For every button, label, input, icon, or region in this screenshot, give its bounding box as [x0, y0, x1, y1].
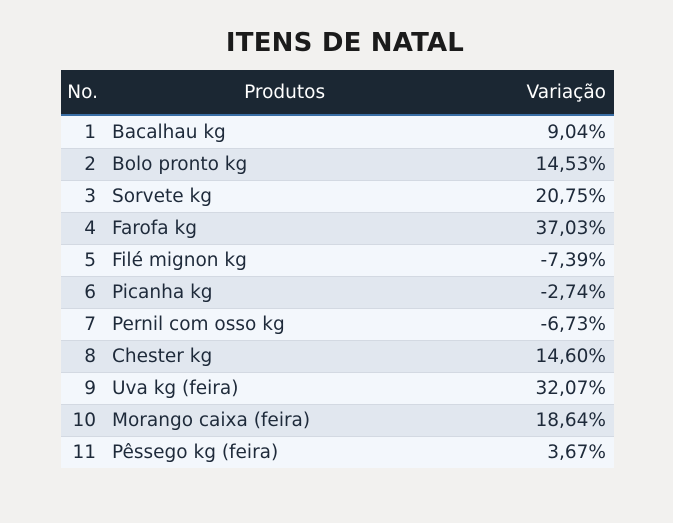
product-name-cell: Morango caixa (feira)	[108, 404, 462, 437]
column-header-variacao: Variação	[461, 70, 614, 116]
row-number-cell: 6	[61, 276, 108, 309]
product-name-cell: Bolo pronto kg	[108, 148, 462, 181]
column-header-produtos: Produtos	[108, 70, 462, 116]
variation-cell: -7,39%	[461, 244, 614, 277]
variation-cell: 20,75%	[461, 180, 614, 213]
column-header-no: No.	[61, 70, 108, 116]
table-row: 1 Bacalhau kg 9,04%	[61, 115, 614, 149]
product-name-cell: Filé mignon kg	[108, 244, 462, 277]
product-name-cell: Bacalhau kg	[108, 115, 462, 149]
product-name-cell: Sorvete kg	[108, 180, 462, 213]
row-number-cell: 9	[61, 372, 108, 405]
row-number-cell: 4	[61, 212, 108, 245]
variation-cell: 14,53%	[461, 148, 614, 181]
variation-cell: 3,67%	[461, 436, 614, 468]
header-row: No. Produtos Variação	[61, 70, 614, 116]
product-name-cell: Pêssego kg (feira)	[108, 436, 462, 468]
variation-cell: 32,07%	[461, 372, 614, 405]
product-name-cell: Uva kg (feira)	[108, 372, 462, 405]
table-row: 8 Chester kg 14,60%	[61, 340, 614, 373]
row-number-cell: 3	[61, 180, 108, 213]
items-table: No. Produtos Variação 1 Bacalhau kg 9,04% 2…	[61, 70, 614, 468]
variation-cell: -2,74%	[461, 276, 614, 309]
table-row: 5 Filé mignon kg -7,39%	[61, 244, 614, 277]
variation-cell: 14,60%	[461, 340, 614, 373]
table-row: 4 Farofa kg 37,03%	[61, 212, 614, 245]
row-number-cell: 5	[61, 244, 108, 277]
product-name-cell: Picanha kg	[108, 276, 462, 309]
row-number-cell: 8	[61, 340, 108, 373]
table-title: ITENS DE NATAL	[225, 28, 465, 58]
product-name-cell: Farofa kg	[108, 212, 462, 245]
table-row: 2 Bolo pronto kg 14,53%	[61, 148, 614, 181]
product-name-cell: Chester kg	[108, 340, 462, 373]
variation-cell: 18,64%	[461, 404, 614, 437]
table-row: 11 Pêssego kg (feira) 3,67%	[61, 436, 614, 468]
table-row: 3 Sorvete kg 20,75%	[61, 180, 614, 213]
table-row: 10 Morango caixa (feira) 18,64%	[61, 404, 614, 437]
product-name-cell: Pernil com osso kg	[108, 308, 462, 341]
variation-cell: 37,03%	[461, 212, 614, 245]
table-body: 1 Bacalhau kg 9,04% 2 Bolo pronto kg 14,53% 3 S…	[61, 115, 614, 468]
table-row: 6 Picanha kg -2,74%	[61, 276, 614, 309]
row-number-cell: 7	[61, 308, 108, 341]
variation-cell: 9,04%	[461, 115, 614, 149]
row-number-cell: 10	[61, 404, 108, 437]
table-header: No. Produtos Variação	[61, 70, 614, 116]
variation-cell: -6,73%	[461, 308, 614, 341]
table-row: 7 Pernil com osso kg -6,73%	[61, 308, 614, 341]
row-number-cell: 1	[61, 115, 108, 149]
row-number-cell: 2	[61, 148, 108, 181]
row-number-cell: 11	[61, 436, 108, 468]
table-row: 9 Uva kg (feira) 32,07%	[61, 372, 614, 405]
